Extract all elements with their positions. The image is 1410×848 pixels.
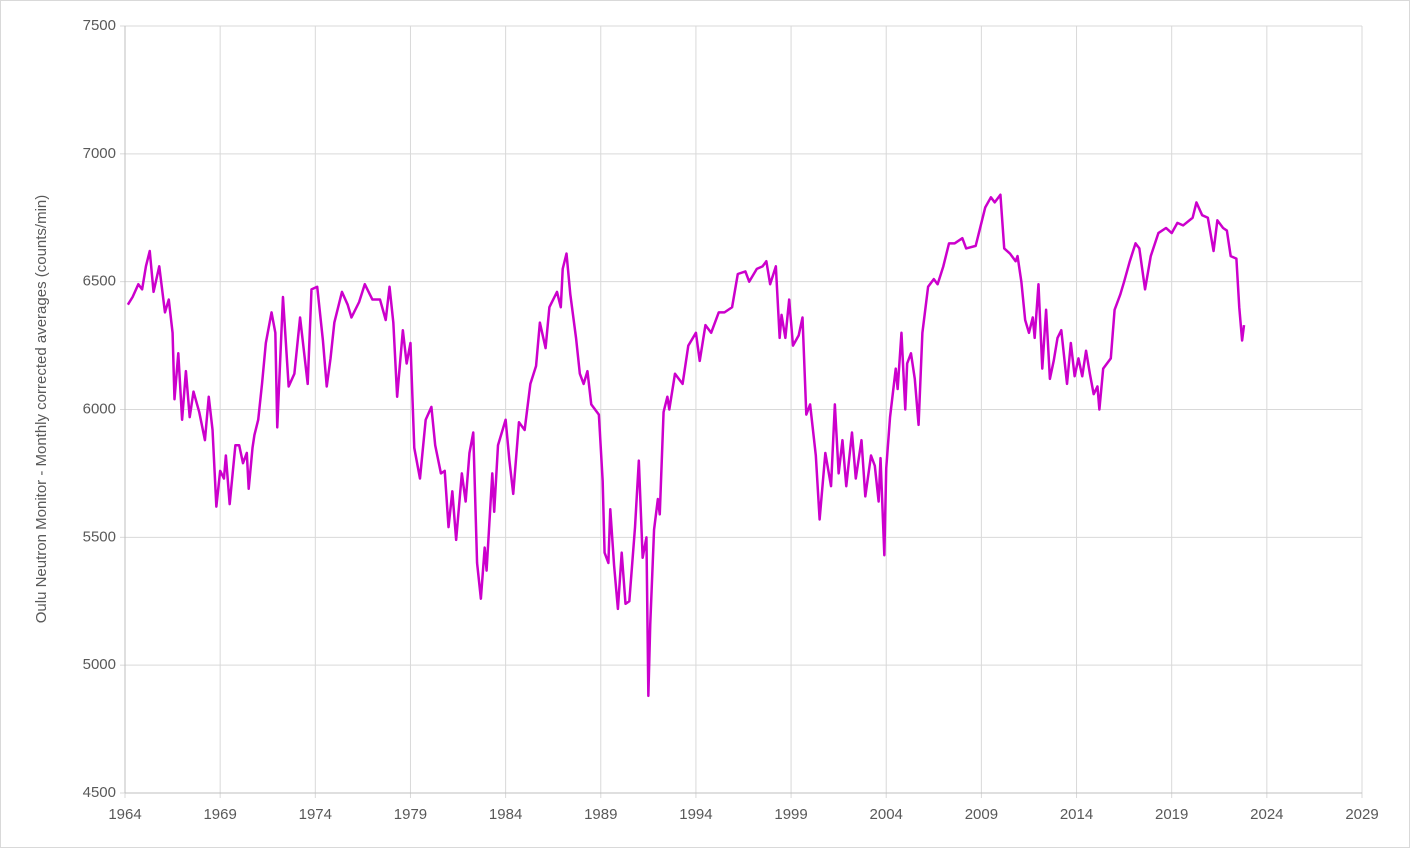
- y-axis-title: Oulu Neutron Monitor - Monthly corrected…: [33, 195, 50, 624]
- data-line: [126, 193, 1246, 698]
- x-tick-label: 2014: [1060, 806, 1093, 823]
- x-tick-label: 1964: [108, 806, 141, 823]
- y-tick-label: 5500: [83, 528, 116, 545]
- x-tick-label: 2004: [870, 806, 903, 823]
- y-tick-label: 5000: [83, 656, 116, 673]
- y-tick-label: 7500: [83, 17, 116, 34]
- y-tick-label: 6500: [83, 273, 116, 290]
- x-tick-label: 2029: [1345, 806, 1378, 823]
- x-tick-label: 1999: [774, 806, 807, 823]
- y-tick-label: 7000: [83, 145, 116, 162]
- x-tick-label: 2024: [1250, 806, 1283, 823]
- y-tick-label: 6000: [83, 400, 116, 417]
- x-tick-label: 1989: [584, 806, 617, 823]
- x-tick-label: 1979: [394, 806, 427, 823]
- x-tick-label: 1974: [299, 806, 332, 823]
- x-tick-label: 1969: [203, 806, 236, 823]
- x-tick-label: 2009: [965, 806, 998, 823]
- x-tick-label: 1984: [489, 806, 522, 823]
- x-tick-label: 1994: [679, 806, 712, 823]
- x-tick-label: 2019: [1155, 806, 1188, 823]
- y-tick-label: 4500: [83, 784, 116, 801]
